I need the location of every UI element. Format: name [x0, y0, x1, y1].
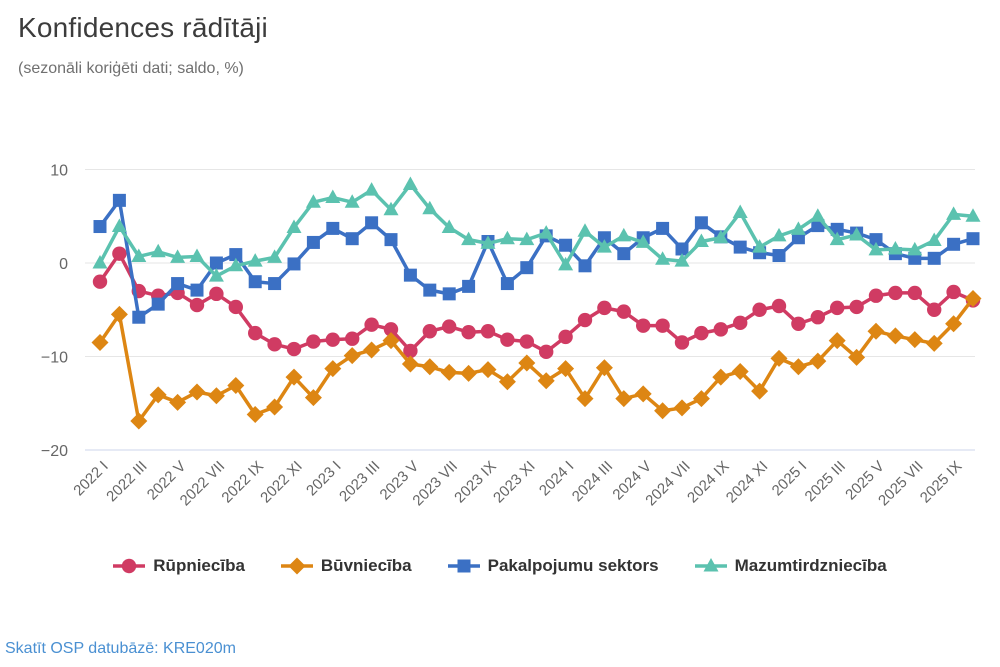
x-axis-tick-label: 2023 XI	[490, 458, 539, 507]
legend-item-mazumtirdznieciba[interactable]: Mazumtirdzniecība	[694, 556, 887, 576]
osp-database-link[interactable]: Skatīt OSP datubāzē: KRE020m	[5, 640, 236, 657]
legend-label: Rūpniecība	[153, 556, 245, 575]
chart-subtitle: (sezonāli koriģēti dati; saldo, %)	[18, 60, 244, 77]
x-axis-tick-label: 2022 IX	[218, 458, 267, 507]
x-axis-tick-label: 2024 IX	[684, 458, 733, 507]
y-axis-tick-label: −20	[41, 443, 68, 460]
legend-item-buvnieciba[interactable]: Būvniecība	[280, 556, 412, 576]
y-axis-tick-label: −10	[41, 350, 68, 367]
chart-title: Konfidences rādītāji	[18, 12, 268, 43]
legend-label: Mazumtirdzniecība	[734, 556, 887, 575]
x-axis-tick-label: 2024 III	[569, 458, 616, 505]
legend-item-rupnieciba[interactable]: Rūpniecība	[113, 556, 245, 576]
series-pakalpojumu-sektors	[93, 193, 980, 324]
x-axis-tick-label: 2025 III	[802, 458, 849, 505]
x-axis-tick-label: 2025 IX	[917, 458, 966, 507]
chart-legend: Rūpniecība Būvniecība Pakalpojumu sektors M…	[0, 556, 1000, 576]
x-axis-tick-label: 2023 III	[336, 458, 383, 505]
x-axis-tick-label: 2022 XI	[257, 458, 306, 507]
legend-item-pakalpojumu-sektors[interactable]: Pakalpojumu sektors	[447, 556, 659, 576]
series-mazumtirdznieciba	[92, 176, 981, 282]
y-axis-tick-label: 0	[59, 256, 68, 273]
diamond-marker-icon	[280, 557, 313, 575]
y-axis-tick-label: 10	[50, 163, 68, 180]
series-rupnieciba	[92, 246, 981, 360]
x-axis-tick-label: 2022 III	[103, 458, 150, 505]
x-axis-tick-label: 2023 IX	[451, 458, 500, 507]
legend-label: Pakalpojumu sektors	[487, 556, 659, 575]
legend-label: Būvniecība	[320, 556, 412, 575]
x-axis-tick-label: 2024 XI	[723, 458, 772, 507]
circle-marker-icon	[113, 558, 146, 574]
triangle-marker-icon	[694, 558, 727, 572]
square-marker-icon	[447, 559, 480, 573]
series-buvnieciba	[91, 290, 982, 430]
